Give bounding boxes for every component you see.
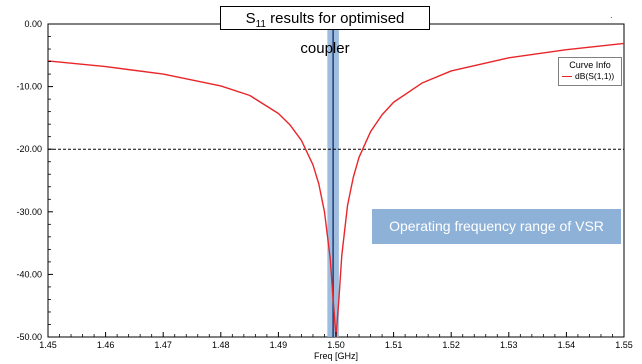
x-tick-label: 1.48 <box>212 340 230 350</box>
chart-title: S11 results for optimised coupler <box>220 6 430 57</box>
y-tick-label: -50.00 <box>16 332 42 342</box>
x-tick-label: 1.47 <box>154 340 172 350</box>
legend-label: dB(S(1,1)) <box>575 71 615 81</box>
x-tick-label: 1.52 <box>442 340 460 350</box>
x-tick-label: 1.51 <box>385 340 403 350</box>
chart-title-rest: results for optimised coupler <box>266 10 405 57</box>
x-tick-label: 1.49 <box>270 340 288 350</box>
legend-title: Curve Info <box>569 60 611 70</box>
y-tick-label: -40.00 <box>16 269 42 279</box>
legend: Curve Info dB(S(1,1)) <box>558 57 622 86</box>
highlight-band-layer <box>327 24 339 337</box>
y-tick-label: 0.00 <box>24 19 42 29</box>
x-axis-label: Freq [GHz] <box>314 351 358 361</box>
legend-swatch <box>562 75 572 77</box>
y-tick-label: -10.00 <box>16 82 42 92</box>
x-tick-label: 1.54 <box>558 340 576 350</box>
operating-range-annotation: Operating frequency range of VSR <box>372 209 621 244</box>
x-tick-label: 1.46 <box>97 340 115 350</box>
ticks-layer: 1.45 1.46 1.47 1.48 1.49 1.50 1.51 1.52 1.53 1.54… <box>16 19 632 350</box>
x-tick-label: 1.53 <box>500 340 518 350</box>
chart-title-main: S <box>245 10 256 27</box>
x-tick-label: 1.50 <box>327 340 345 350</box>
x-tick-label: 1.45 <box>39 340 57 350</box>
y-tick-label: -30.00 <box>16 207 42 217</box>
y-tick-label: -20.00 <box>16 144 42 154</box>
legend-entry: dB(S(1,1)) <box>559 71 621 81</box>
corner-mark: . <box>610 10 613 21</box>
x-tick-label: 1.55 <box>615 340 633 350</box>
chart-title-subscript: 11 <box>255 19 266 30</box>
